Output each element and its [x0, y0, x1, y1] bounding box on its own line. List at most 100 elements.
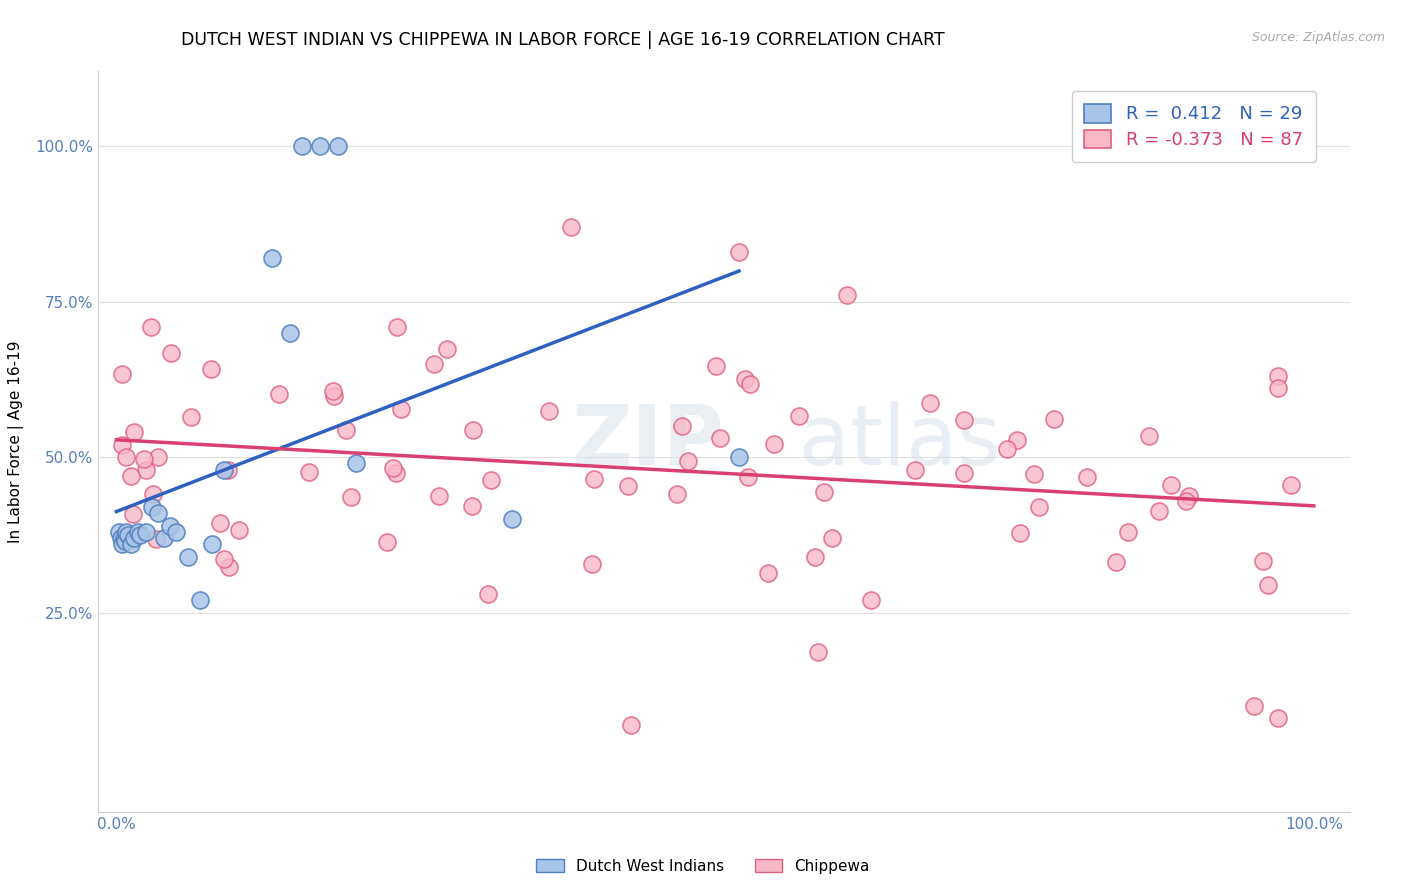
Point: [1175, 493, 1198, 508]
Text: DUTCH WEST INDIAN VS CHIPPEWA IN LABOR FORCE | AGE 16-19 CORRELATION CHART: DUTCH WEST INDIAN VS CHIPPEWA IN LABOR F…: [180, 31, 945, 49]
Point: [1267, 369, 1289, 384]
Point: [787, 409, 810, 423]
Point: [214, 552, 236, 566]
Point: [145, 532, 167, 546]
Point: [127, 524, 149, 539]
Point: [111, 437, 134, 451]
Point: [904, 463, 927, 477]
Point: [477, 587, 499, 601]
Point: [1022, 467, 1045, 482]
Point: [763, 437, 786, 451]
Point: [734, 372, 756, 386]
Point: [142, 487, 165, 501]
Point: [617, 479, 640, 493]
Legend: R =  0.412   N = 29, R = -0.373   N = 87: R = 0.412 N = 29, R = -0.373 N = 87: [1071, 92, 1316, 161]
Point: [381, 460, 404, 475]
Point: [804, 549, 827, 564]
Point: [582, 471, 605, 485]
Point: [1005, 433, 1028, 447]
Point: [918, 396, 941, 410]
Point: [110, 531, 132, 545]
Legend: Dutch West Indians, Chippewa: Dutch West Indians, Chippewa: [530, 853, 876, 880]
Point: [678, 454, 700, 468]
Point: [267, 386, 290, 401]
Point: [135, 524, 157, 539]
Point: [291, 139, 314, 153]
Point: [1267, 381, 1289, 395]
Point: [159, 518, 181, 533]
Point: [111, 537, 134, 551]
Point: [1139, 429, 1161, 443]
Point: [323, 389, 346, 403]
Point: [153, 531, 176, 545]
Point: [1267, 711, 1289, 725]
Point: [1251, 554, 1274, 568]
Point: [389, 401, 412, 416]
Point: [200, 361, 222, 376]
Point: [1149, 504, 1171, 518]
Point: [339, 490, 361, 504]
Point: [384, 467, 406, 481]
Point: [139, 319, 162, 334]
Point: [953, 412, 976, 426]
Point: [501, 512, 523, 526]
Point: [709, 430, 731, 444]
Point: [807, 645, 830, 659]
Point: [671, 418, 693, 433]
Point: [335, 423, 357, 437]
Point: [479, 473, 502, 487]
Point: [159, 346, 181, 360]
Point: [1076, 469, 1098, 483]
Point: [737, 470, 759, 484]
Point: [953, 466, 976, 480]
Text: Source: ZipAtlas.com: Source: ZipAtlas.com: [1251, 31, 1385, 45]
Point: [124, 531, 146, 545]
Point: [326, 139, 349, 153]
Point: [228, 523, 250, 537]
Point: [1243, 698, 1265, 713]
Point: [120, 468, 142, 483]
Point: [1116, 525, 1139, 540]
Point: [107, 524, 129, 539]
Point: [728, 244, 751, 259]
Point: [217, 463, 239, 477]
Point: [120, 537, 142, 551]
Point: [461, 423, 484, 437]
Point: [148, 506, 170, 520]
Point: [427, 489, 450, 503]
Point: [177, 549, 200, 564]
Point: [141, 500, 163, 514]
Point: [212, 462, 235, 476]
Text: atlas: atlas: [799, 401, 1001, 482]
Point: [859, 593, 882, 607]
Point: [309, 139, 332, 153]
Point: [278, 326, 301, 340]
Point: [813, 484, 835, 499]
Point: [704, 359, 727, 373]
Point: [117, 528, 139, 542]
Point: [423, 357, 446, 371]
Point: [1010, 526, 1032, 541]
Point: [115, 524, 138, 539]
Point: [756, 566, 779, 581]
Point: [201, 537, 224, 551]
Point: [1105, 555, 1128, 569]
Point: [728, 450, 751, 464]
Point: [298, 466, 321, 480]
Point: [112, 531, 135, 545]
Point: [461, 500, 484, 514]
Point: [188, 593, 211, 607]
Point: [134, 451, 156, 466]
Point: [560, 219, 582, 234]
Point: [821, 532, 844, 546]
Point: [124, 425, 146, 440]
Point: [436, 343, 458, 357]
Point: [114, 534, 136, 549]
Point: [260, 251, 283, 265]
Point: [1257, 578, 1279, 592]
Point: [620, 717, 643, 731]
Point: [1178, 489, 1201, 503]
Point: [208, 516, 231, 530]
Point: [666, 487, 689, 501]
Text: ZIP: ZIP: [572, 401, 724, 482]
